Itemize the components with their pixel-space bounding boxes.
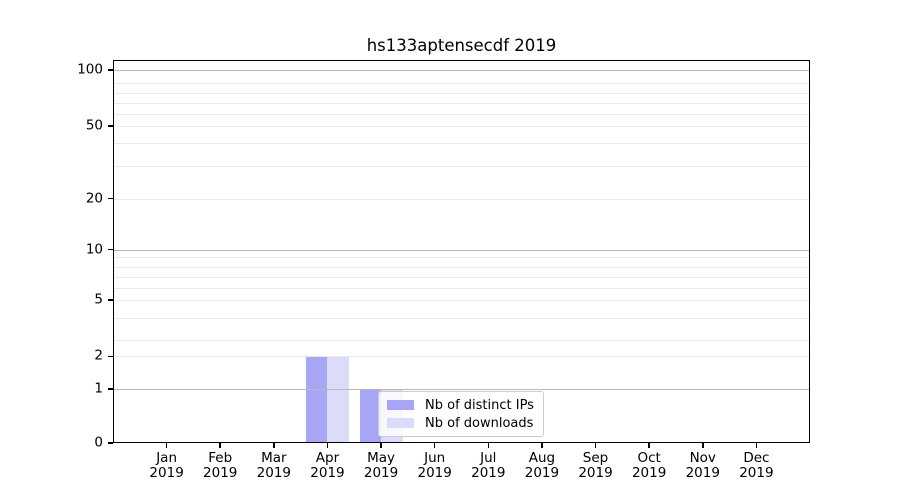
x-tick-label-may: May 2019 <box>363 450 399 481</box>
x-tick-mark-aug <box>541 443 543 448</box>
legend-label-distinct-ips: Nb of distinct IPs <box>425 397 534 413</box>
legend-entry-distinct-ips: Nb of distinct IPs <box>387 399 543 412</box>
y-tick-mark-20 <box>108 197 113 200</box>
y-tick-mark-50 <box>108 125 113 127</box>
minor-gridline-10 <box>113 318 810 320</box>
x-tick-mark-jan <box>165 443 168 448</box>
y-tick-mark-0 <box>108 442 113 444</box>
x-tick-mark-dec <box>755 443 758 448</box>
minor-gridline-7 <box>113 266 810 268</box>
gridline-y-10 <box>113 249 810 251</box>
x-tick-mark-apr <box>326 443 329 448</box>
minor-gridline-9 <box>113 287 810 289</box>
grid-layer <box>113 60 810 443</box>
legend-swatch-distinct-ips <box>387 399 414 411</box>
x-tick-label-oct: Oct 2019 <box>631 450 667 481</box>
minor-gridline-3 <box>113 113 810 115</box>
y-tick-label-100: 100 <box>77 61 103 78</box>
gridline-y-20 <box>113 198 810 200</box>
y-tick-mark-100 <box>108 69 113 71</box>
x-tick-mark-nov <box>702 443 704 448</box>
bar-distinct-ips-apr <box>306 356 328 443</box>
gridline-y-50 <box>113 125 810 127</box>
y-tick-label-1: 1 <box>94 380 103 397</box>
minor-gridline-0 <box>113 82 810 84</box>
x-tick-mark-jun <box>433 443 436 448</box>
x-tick-label-jan: Jan 2019 <box>149 450 184 481</box>
x-tick-label-jun: Jun 2019 <box>417 450 452 481</box>
minor-gridline-11 <box>113 339 810 341</box>
legend-swatch-downloads <box>387 417 414 429</box>
gridline-y-1 <box>113 388 810 390</box>
y-tick-mark-10 <box>108 248 113 251</box>
x-tick-mark-sep <box>594 443 597 448</box>
x-tick-label-dec: Dec 2019 <box>739 450 774 481</box>
minor-gridline-4 <box>113 143 810 145</box>
legend-entry-downloads: Nb of downloads <box>387 417 543 430</box>
x-tick-mark-oct <box>648 443 650 448</box>
chart-title: hs133aptensecdf 2019 <box>366 36 557 55</box>
y-tick-label-20: 20 <box>85 189 103 206</box>
gridline-y-100 <box>113 69 810 71</box>
legend: Nb of distinct IPs Nb of downloads <box>378 391 544 437</box>
y-tick-label-50: 50 <box>85 117 103 134</box>
y-tick-label-2: 2 <box>94 347 103 364</box>
minor-gridline-6 <box>113 256 810 258</box>
minor-gridline-8 <box>113 277 810 279</box>
gridline-y-5 <box>113 300 810 302</box>
y-tick-label-10: 10 <box>85 240 103 257</box>
x-tick-mark-jul <box>487 443 490 448</box>
bar-distinct-ips-may <box>359 389 382 443</box>
x-tick-label-apr: Apr 2019 <box>310 450 345 481</box>
plot-area: Nb of distinct IPs Nb of downloads <box>113 60 810 443</box>
y-tick-label-5: 5 <box>94 291 103 308</box>
minor-gridline-1 <box>113 92 810 94</box>
x-tick-label-aug: Aug 2019 <box>524 450 560 481</box>
bar-downloads-apr <box>327 356 349 443</box>
x-tick-mark-mar <box>273 443 275 448</box>
x-tick-label-nov: Nov 2019 <box>685 450 720 481</box>
y-tick-label-0: 0 <box>94 434 103 451</box>
y-tick-mark-5 <box>108 299 113 301</box>
x-tick-mark-feb <box>219 443 221 448</box>
legend-label-downloads: Nb of downloads <box>425 415 534 431</box>
gridline-y-2 <box>113 356 810 358</box>
x-tick-mark-may <box>380 443 382 448</box>
minor-gridline-5 <box>113 166 810 168</box>
x-tick-label-mar: Mar 2019 <box>256 450 292 481</box>
x-tick-label-sep: Sep 2019 <box>578 450 613 481</box>
minor-gridline-2 <box>113 102 810 104</box>
x-tick-label-jul: Jul 2019 <box>471 450 506 481</box>
y-tick-mark-1 <box>108 388 113 390</box>
x-tick-label-feb: Feb 2019 <box>203 450 238 481</box>
y-tick-mark-2 <box>108 355 113 358</box>
